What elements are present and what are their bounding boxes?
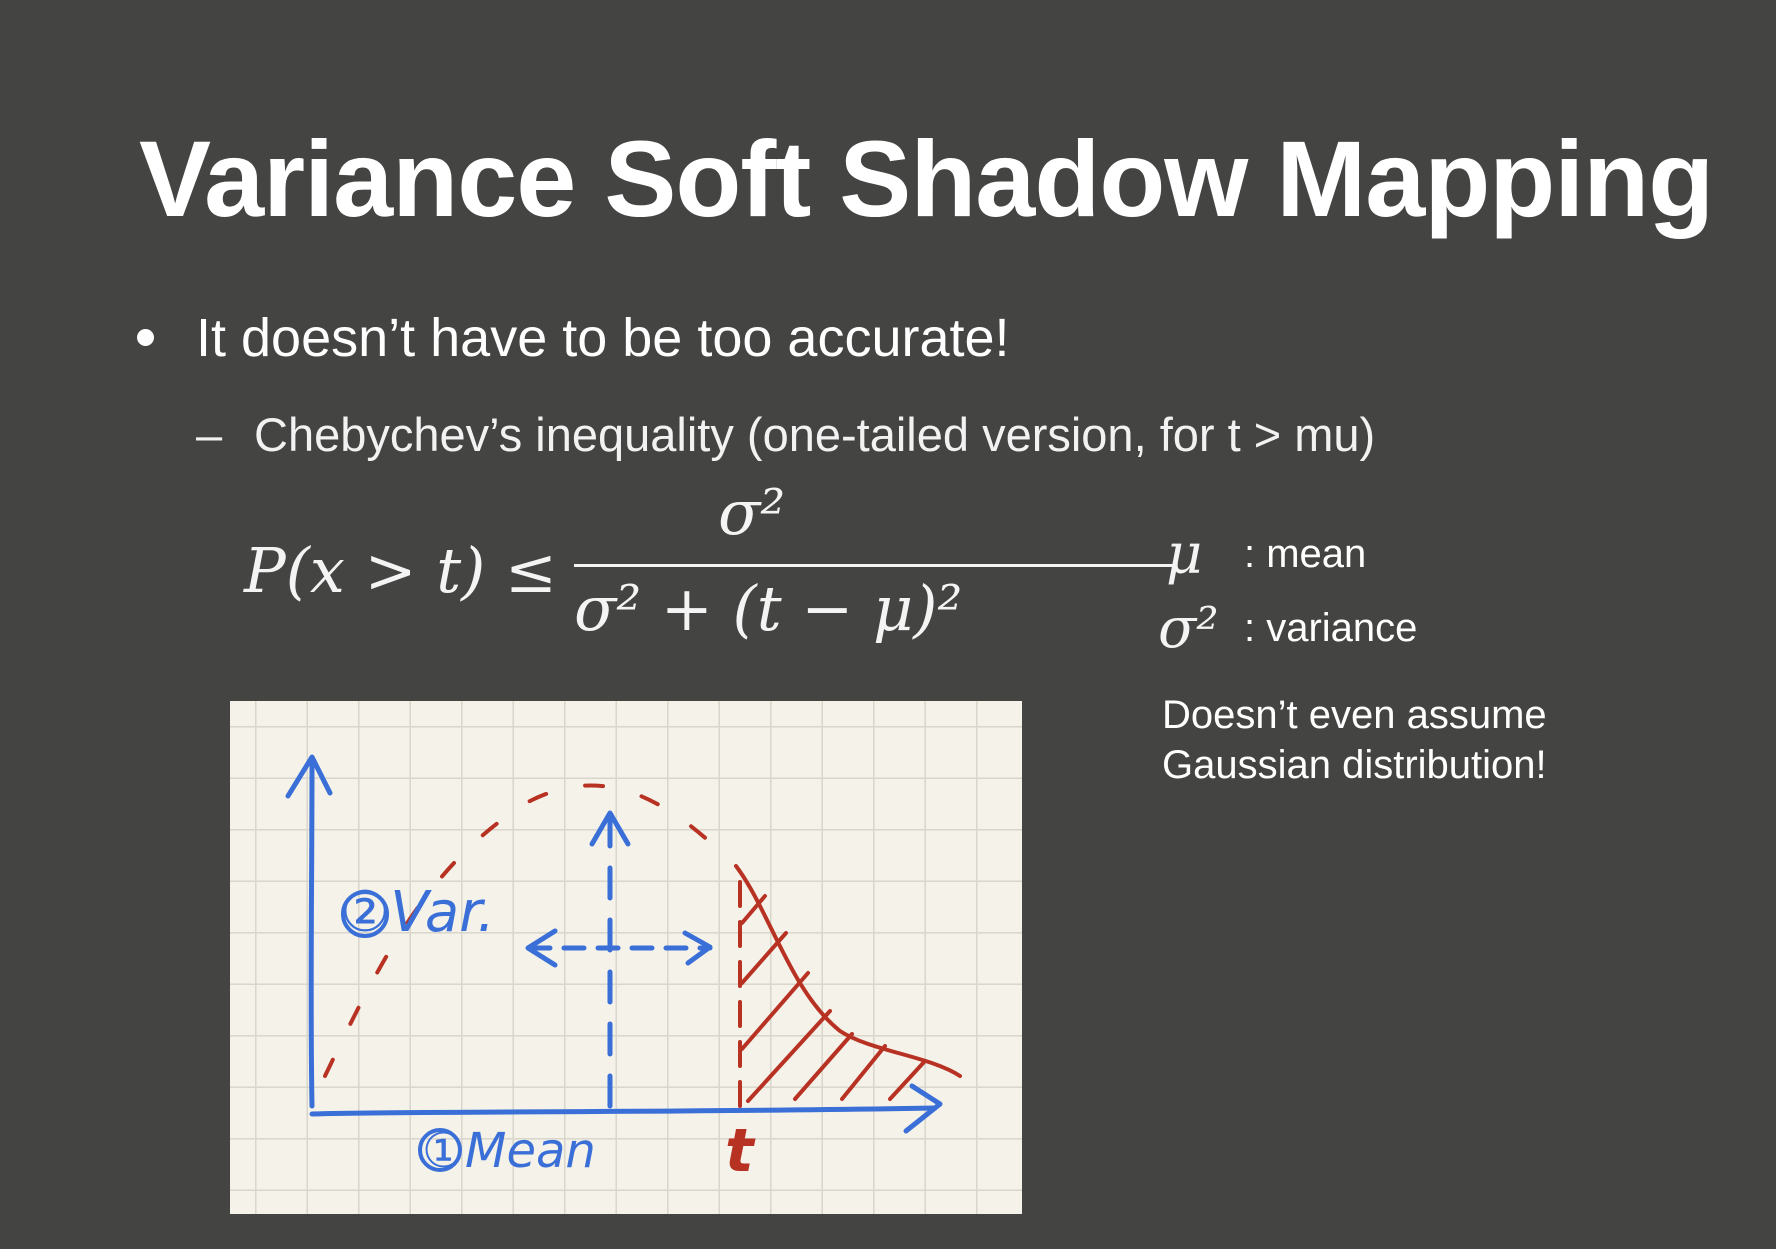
mu-symbol: μ [1166, 522, 1203, 587]
sub-bullet-text: Chebychev’s inequality (one-tailed versi… [254, 408, 1376, 461]
sigma-squared-symbol: σ² [1158, 596, 1219, 661]
mean-arrow [589, 810, 631, 847]
fraction-bar [574, 564, 1174, 567]
hand-drawn-sketch: ②Var. ①Mean t [230, 701, 1022, 1214]
t-label: t [725, 1116, 756, 1186]
legend-mean-text: : mean [1244, 532, 1367, 576]
y-axis-arrow [285, 754, 333, 799]
dash-marker: – [196, 408, 223, 461]
bullet-text: It doesn’t have to be too accurate! [196, 308, 1010, 368]
note-text: Doesn’t even assume Gaussian distributio… [1162, 690, 1547, 790]
sketch-canvas: ②Var. ①Mean t [230, 701, 1022, 1214]
bullet-item: It doesn’t have to be too accurate! [137, 306, 1010, 371]
variance-arrow-right [682, 930, 713, 966]
slide-title: Variance Soft Shadow Mapping [139, 118, 1714, 239]
hatch-6 [840, 1044, 887, 1101]
bullet-dot-icon [137, 329, 154, 347]
tail-curve [734, 864, 962, 1078]
hatch-7 [888, 1059, 927, 1101]
hatch-3 [740, 971, 810, 1051]
circle-number-2 [341, 890, 389, 938]
formula-numerator: σ² [718, 476, 786, 549]
note-line-1: Doesn’t even assume [1162, 693, 1547, 737]
note-line-2: Gaussian distribution! [1162, 743, 1547, 787]
variance-arrow-left [525, 928, 558, 968]
x-axis [309, 1105, 938, 1117]
hatch-4 [746, 1009, 832, 1103]
x-axis-arrow [903, 1083, 943, 1134]
formula-denominator: σ² + (t − μ)² [574, 572, 963, 645]
sub-bullet-item: – Chebychev’s inequality (one-tailed vers… [196, 407, 1375, 463]
formula-lhs: P(x > t) ≤ [244, 534, 557, 607]
grid-lines [230, 701, 1022, 1214]
bell-curve-dashed [323, 783, 732, 1078]
mean-label: ①Mean [422, 1123, 596, 1179]
y-axis [308, 758, 315, 1109]
legend-variance-text: : variance [1244, 606, 1418, 650]
hatch-1 [740, 894, 767, 925]
hatch-2 [740, 931, 788, 985]
var-label: ②Var. [340, 880, 495, 945]
circle-number-1 [418, 1128, 462, 1172]
legend-variance: σ² : variance [1158, 596, 1417, 661]
legend-mean: μ : mean [1166, 522, 1366, 587]
hatch-5 [793, 1032, 854, 1101]
